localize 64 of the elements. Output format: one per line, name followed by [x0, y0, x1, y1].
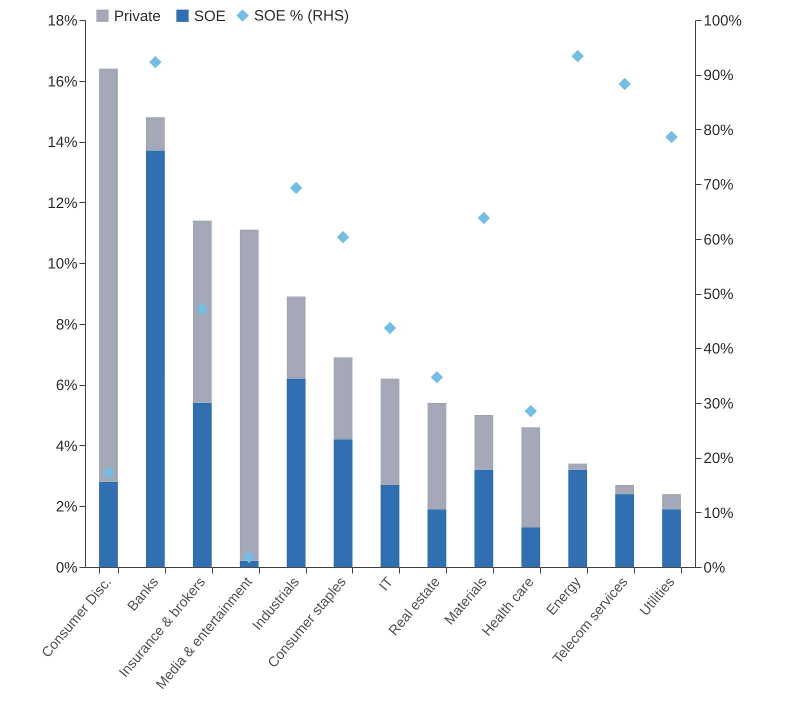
- y-tick-label: 16%: [47, 73, 78, 90]
- bar: [99, 482, 118, 567]
- bar: [192, 402, 212, 567]
- bar: [240, 560, 259, 567]
- y-tick-label: 2%: [56, 498, 78, 516]
- y-tick-label: 8%: [56, 316, 78, 334]
- bar: [615, 494, 634, 567]
- point: [430, 371, 444, 384]
- point: [243, 551, 256, 564]
- bar: [568, 464, 588, 470]
- bar: [286, 378, 306, 567]
- bar: [474, 470, 494, 567]
- bar: [428, 509, 446, 567]
- bar: [662, 494, 681, 510]
- bar: [521, 527, 540, 567]
- y-tick-label: 18%: [47, 12, 78, 30]
- x-tick-label: IT: [376, 573, 396, 594]
- y2-tick-label: 10%: [704, 504, 734, 522]
- bar: [380, 378, 400, 485]
- y-tick-label: 10%: [47, 256, 78, 273]
- bar: [568, 470, 588, 567]
- y2-tick-label: 100%: [704, 12, 742, 30]
- bar: [474, 415, 494, 470]
- bar: [615, 484, 634, 494]
- bar: [192, 220, 212, 403]
- point: [290, 182, 302, 194]
- point: [102, 466, 115, 480]
- bar: [146, 150, 165, 567]
- point: [149, 56, 162, 68]
- y-tick-label: 6%: [56, 377, 78, 394]
- bar: [428, 402, 446, 510]
- bar: [334, 357, 352, 440]
- legend-label: SOE: [194, 8, 226, 25]
- bar: [521, 427, 540, 528]
- point: [478, 212, 490, 224]
- legend-label: SOE % (RHS): [254, 8, 350, 24]
- y2-tick-label: 0%: [704, 560, 726, 576]
- y2-tick-label: 20%: [704, 450, 734, 468]
- y2-tick-label: 80%: [704, 122, 734, 139]
- point: [384, 322, 396, 334]
- y2-tick-label: 30%: [704, 395, 734, 412]
- bar: [99, 68, 118, 482]
- y2-tick-label: 60%: [704, 231, 734, 248]
- point: [196, 302, 208, 315]
- y2-tick-label: 40%: [704, 340, 734, 358]
- bar: [380, 484, 400, 567]
- y-tick-label: 12%: [47, 194, 78, 212]
- bar: [146, 117, 165, 151]
- point: [572, 50, 584, 62]
- bar: [286, 296, 306, 379]
- point: [618, 78, 631, 90]
- point: [665, 130, 678, 144]
- y2-tick-label: 70%: [704, 176, 734, 194]
- bar: [662, 509, 681, 567]
- y2-tick-label: 50%: [704, 286, 734, 303]
- point: [524, 404, 537, 418]
- y-tick-label: 0%: [56, 560, 78, 576]
- legend-label: Private: [114, 8, 161, 25]
- y2-tick-label: 90%: [704, 67, 734, 84]
- point: [336, 231, 350, 244]
- y-tick-label: 14%: [47, 134, 78, 152]
- bar: [334, 439, 352, 567]
- bar: [240, 230, 259, 561]
- y-tick-label: 4%: [56, 438, 78, 455]
